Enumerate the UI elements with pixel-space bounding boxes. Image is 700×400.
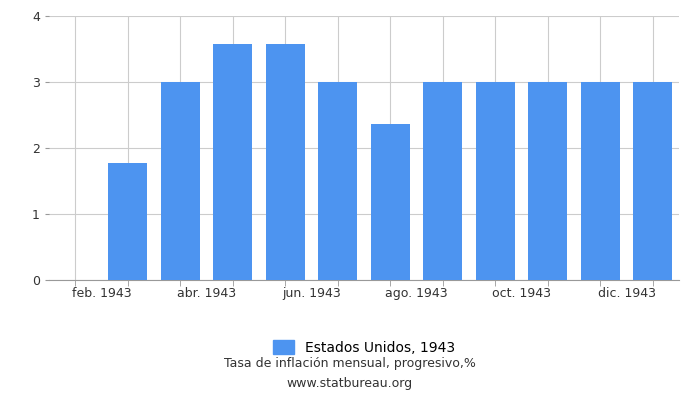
Bar bbox=[423, 82, 463, 280]
Bar bbox=[528, 82, 568, 280]
Bar bbox=[633, 82, 673, 280]
Bar bbox=[370, 124, 410, 280]
Bar bbox=[108, 162, 148, 280]
Bar bbox=[213, 44, 253, 280]
Bar bbox=[475, 82, 515, 280]
Text: www.statbureau.org: www.statbureau.org bbox=[287, 378, 413, 390]
Bar bbox=[265, 44, 305, 280]
Bar bbox=[160, 82, 200, 280]
Bar bbox=[580, 82, 620, 280]
Bar bbox=[318, 82, 358, 280]
Text: Tasa de inflación mensual, progresivo,%: Tasa de inflación mensual, progresivo,% bbox=[224, 358, 476, 370]
Legend: Estados Unidos, 1943: Estados Unidos, 1943 bbox=[267, 334, 461, 360]
